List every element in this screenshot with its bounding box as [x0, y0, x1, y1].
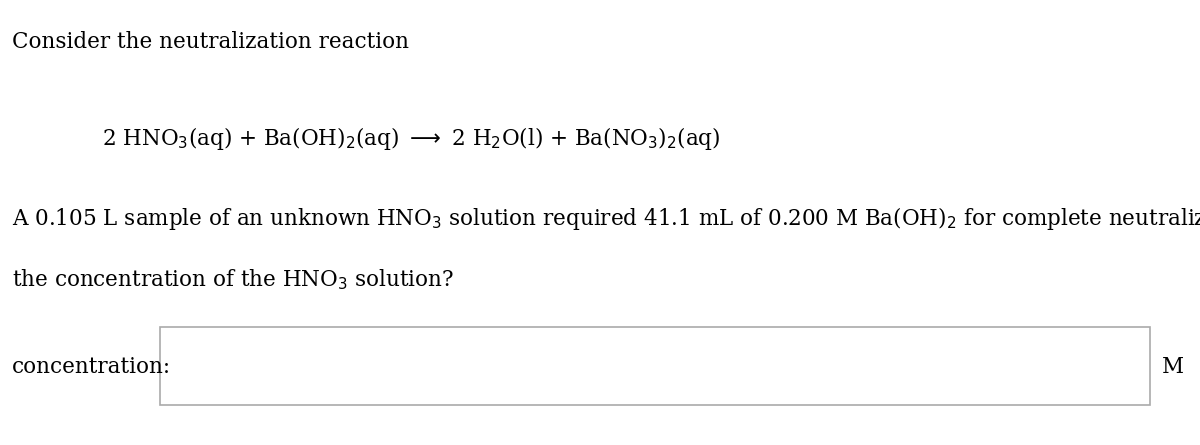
Text: concentration:: concentration: [12, 356, 172, 378]
Text: A 0.105 L sample of an unknown HNO$_3$ solution required 41.1 mL of 0.200 M Ba(O: A 0.105 L sample of an unknown HNO$_3$ s… [12, 205, 1200, 232]
Text: 2 HNO$_3$(aq) + Ba(OH)$_2$(aq) $\longrightarrow$ 2 H$_2$O(l) + Ba(NO$_3$)$_2$(aq: 2 HNO$_3$(aq) + Ba(OH)$_2$(aq) $\longrig… [102, 125, 720, 152]
Text: Consider the neutralization reaction: Consider the neutralization reaction [12, 31, 409, 53]
Text: M: M [1162, 356, 1183, 378]
Text: the concentration of the HNO$_3$ solution?: the concentration of the HNO$_3$ solutio… [12, 267, 454, 291]
